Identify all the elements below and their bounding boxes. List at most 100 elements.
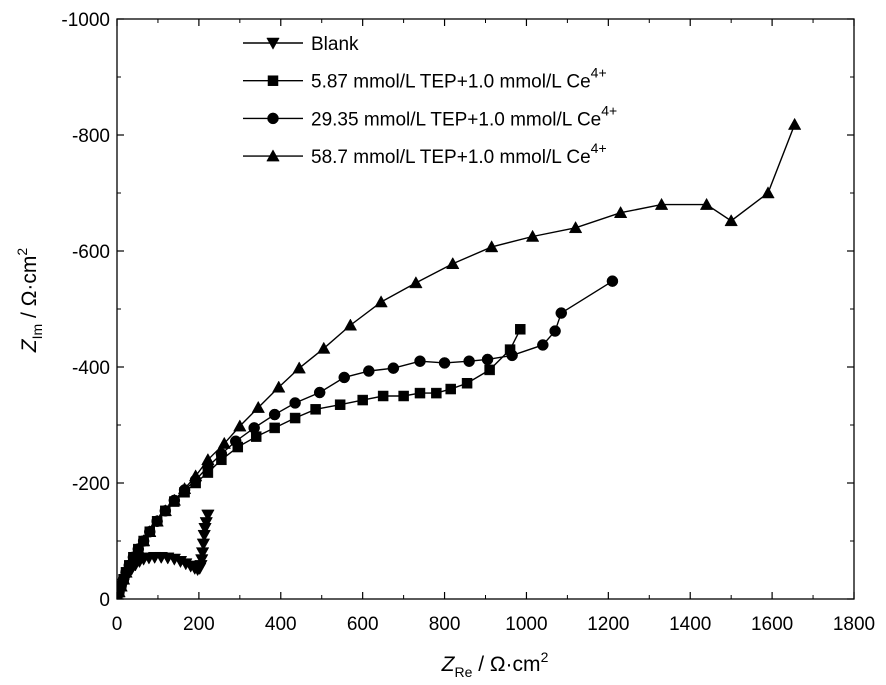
legend-label: 58.7 mmol/L TEP+1.0 mmol/L Ce4+ [311,140,607,168]
legend-item-2: 5.87 mmol/L TEP+1.0 mmol/L Ce4+ [243,65,607,93]
data-point [122,558,136,571]
series-3 [117,275,619,599]
data-point [613,205,628,218]
data-point [484,240,499,253]
data-point [117,572,131,585]
data-point [292,361,306,374]
data-point [481,353,494,366]
data-point [537,339,549,351]
legend-item-1: Blank [243,34,359,55]
data-point [549,325,561,337]
y-tick-label: -200 [72,474,110,495]
data-point [177,482,192,495]
legend-marker [267,75,279,86]
series-3-line [117,280,613,598]
data-point [387,362,400,374]
x-tick-label: 200 [183,614,215,635]
data-point [515,324,526,335]
data-point [269,422,280,434]
legend-item-3: 29.35 mmol/L TEP+1.0 mmol/L Ce4+ [243,102,617,130]
data-point [248,422,260,434]
x-tick-label: 600 [347,614,379,635]
x-tick-label: 1400 [669,614,711,635]
legend-marker [266,149,280,162]
tick-labels-group: 0 200 400 600 800 1000 1200 1400 1600 1800 0 -200 -4… [61,10,875,635]
y-tick-label: -600 [72,242,110,263]
data-point [461,377,473,389]
legend-label: 29.35 mmol/L TEP+1.0 mmol/L Ce4+ [311,102,617,130]
y-axis-title: ZIm / Ω·cm2 [14,248,45,354]
data-point [699,197,714,210]
data-point [446,256,460,270]
data-point [268,408,281,421]
data-point [787,117,802,130]
data-point [484,364,495,376]
data-point [374,295,388,308]
data-point [724,214,738,227]
y-tick-label: -1000 [61,10,110,31]
data-point [334,399,346,410]
data-point [317,341,331,354]
data-point [217,436,231,449]
data-point [445,383,456,395]
y-tick-label: -800 [72,126,110,147]
x-tick-label: 0 [112,614,123,635]
x-tick-label: 800 [429,614,461,635]
y-tick-label: 0 [99,590,110,611]
data-point [414,355,426,367]
x-tick-label: 400 [265,614,297,635]
x-tick-label: 1600 [751,614,793,635]
data-point [188,469,203,482]
data-point [119,565,133,578]
data-point [272,380,286,393]
y-tick-label: -400 [72,358,110,379]
data-point [398,390,409,402]
x-axis-title: ZRe / Ω·cm2 [441,649,549,680]
data-point [363,365,375,377]
data-point [251,400,265,413]
data-point [438,357,451,369]
data-point [233,419,247,432]
data-point [506,349,518,362]
data-point [463,355,475,367]
data-point [150,514,164,527]
x-tick-label: 1800 [833,614,875,635]
data-point [289,412,301,424]
legend-marker [267,112,279,125]
data-point [568,221,583,234]
x-tick-label: 1000 [505,614,547,635]
data-point [525,229,540,242]
ticks-group [116,18,855,600]
plot-frame [116,18,855,600]
data-point [409,276,423,289]
data-point [143,524,157,537]
data-point [761,186,775,199]
legend: Blank 5.87 mmol/L TEP+1.0 mmol/L Ce4+ 29.3… [243,34,617,168]
data-point [136,534,151,547]
data-point [431,387,442,399]
data-point [131,542,145,555]
series-layer [117,117,802,599]
data-point [201,453,215,466]
series-4-line [117,124,796,598]
legend-label: Blank [311,34,359,55]
data-point [555,307,567,319]
data-point [201,509,215,522]
data-point [313,386,326,399]
legend-item-4: 58.7 mmol/L TEP+1.0 mmol/L Ce4+ [243,140,607,168]
data-point [377,390,389,402]
data-point [654,197,669,210]
x-tick-label: 1200 [587,614,629,635]
data-point [158,504,172,517]
data-point [357,394,368,406]
legend-marker [266,37,280,50]
data-point [126,550,141,563]
data-point [229,435,242,447]
data-point [414,387,426,399]
data-point [289,397,301,409]
data-point [310,404,321,415]
data-point [167,493,181,506]
data-point [606,275,619,287]
data-point [338,371,350,384]
